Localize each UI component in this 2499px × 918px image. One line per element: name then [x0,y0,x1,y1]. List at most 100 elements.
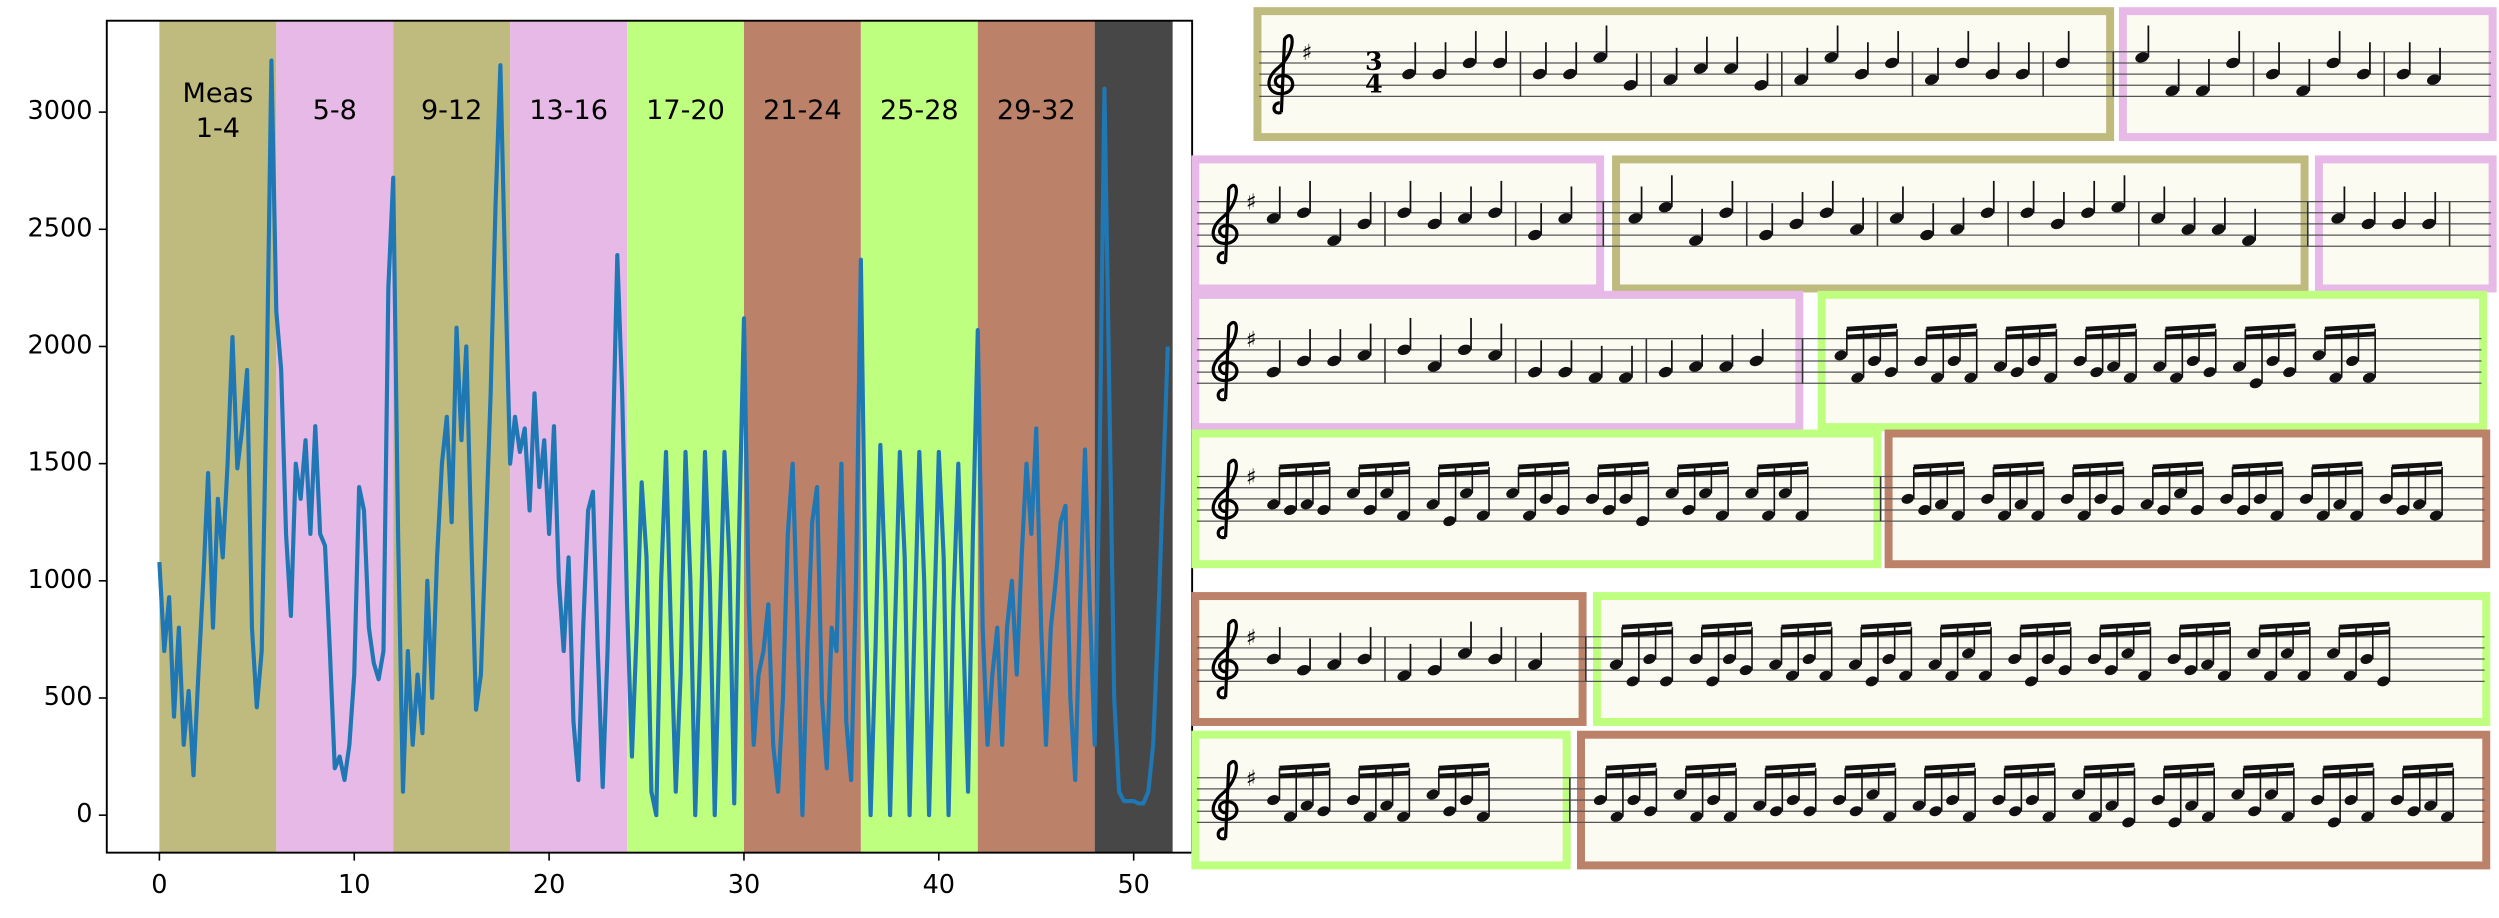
beam [1940,621,1992,630]
note-head [1432,68,1446,80]
note-head [2185,800,2198,811]
note-head [2231,789,2244,800]
note-head [2111,201,2125,213]
note-head [1868,355,1881,366]
note-head [1928,659,1942,670]
beam [2324,331,2376,340]
note-head [1532,68,1547,80]
note-head [2299,493,2313,504]
note-head [2201,659,2214,670]
note-head [1627,795,1640,806]
beam [2152,469,2204,478]
note-head [1851,372,1864,383]
beam [2004,770,2055,779]
beam [2259,629,2310,638]
note-head [2044,372,2057,383]
note-head [2121,648,2134,659]
beam [1926,331,1977,340]
note-head [1981,493,1994,504]
beam [1845,770,1896,779]
beam [2165,331,2216,340]
note-head [1929,806,1942,817]
band-label: 21-24 [763,95,842,126]
beam [1279,770,1330,779]
measure-band [510,20,628,853]
beam [1518,461,1569,470]
note-head [1665,488,1679,499]
note-head [1460,488,1473,499]
note-head [1997,510,2011,521]
beam [2243,762,2295,771]
note-head [1848,659,1862,670]
note-head [2346,355,2359,366]
note-head [1488,653,1502,665]
beam [1438,469,1490,478]
beam [1765,762,1816,771]
beam [1621,629,1673,638]
beam [1685,762,1737,771]
note-head [1749,355,1763,367]
note-head [1924,74,1939,85]
note-head [1493,57,1507,69]
note-head [1723,811,1737,822]
note-head [2123,372,2137,383]
note-head [2203,367,2216,378]
measure-band [860,20,978,853]
beam [1861,621,1912,630]
note-head [2105,800,2118,811]
note-head [2242,235,2256,246]
treble-clef [1211,320,1239,402]
note-head [1397,510,1410,521]
note-head [1785,670,1799,681]
note-head [2050,218,2065,230]
note-head [1476,811,1490,822]
note-head [1457,648,1472,659]
beam [2243,770,2295,779]
note-head [1593,52,1607,63]
beam [1358,770,1410,779]
beam [2020,629,2071,638]
note-head [2429,510,2443,521]
note-head [2211,224,2226,235]
note-head [2344,795,2357,806]
y-tick-label: 2500 [28,213,93,243]
y-tick-label: 1000 [28,565,93,595]
key-signature: ♯ [1246,327,1257,353]
note-head [1883,811,1896,822]
note-head [2055,57,2069,69]
note-head [1992,795,2005,806]
note-head [1644,806,1657,817]
note-head [2138,670,2151,681]
note-head [1619,493,1632,504]
note-head [1380,800,1393,811]
beam [2179,629,2231,638]
note-head [1778,488,1792,499]
note-head [1267,795,1280,806]
note-head [1719,207,1733,218]
key-signature: ♯ [1246,465,1257,491]
note-head [1588,372,1603,383]
key-signature: ♯ [1301,40,1312,66]
measure-band [627,20,744,853]
note-head [1689,361,1703,372]
beam [2152,461,2204,470]
note-head [1643,654,1656,665]
note-head [1658,366,1673,378]
beam [2004,762,2055,771]
beam [2339,629,2390,638]
note-head [2390,795,2404,806]
note-head [1947,355,1961,366]
beam [1518,469,1569,478]
beam [1757,461,1808,470]
beam [2179,621,2231,630]
treble-clef [1211,183,1239,265]
key-signature: ♯ [1246,625,1257,651]
band-label: 17-20 [646,95,725,126]
note-head [1426,789,1439,800]
key-signature: ♯ [1246,190,1257,216]
note-head [2008,654,2021,665]
note-head [1723,654,1736,665]
note-head [2343,670,2357,681]
beam [2402,762,2454,771]
beam [2100,621,2151,630]
